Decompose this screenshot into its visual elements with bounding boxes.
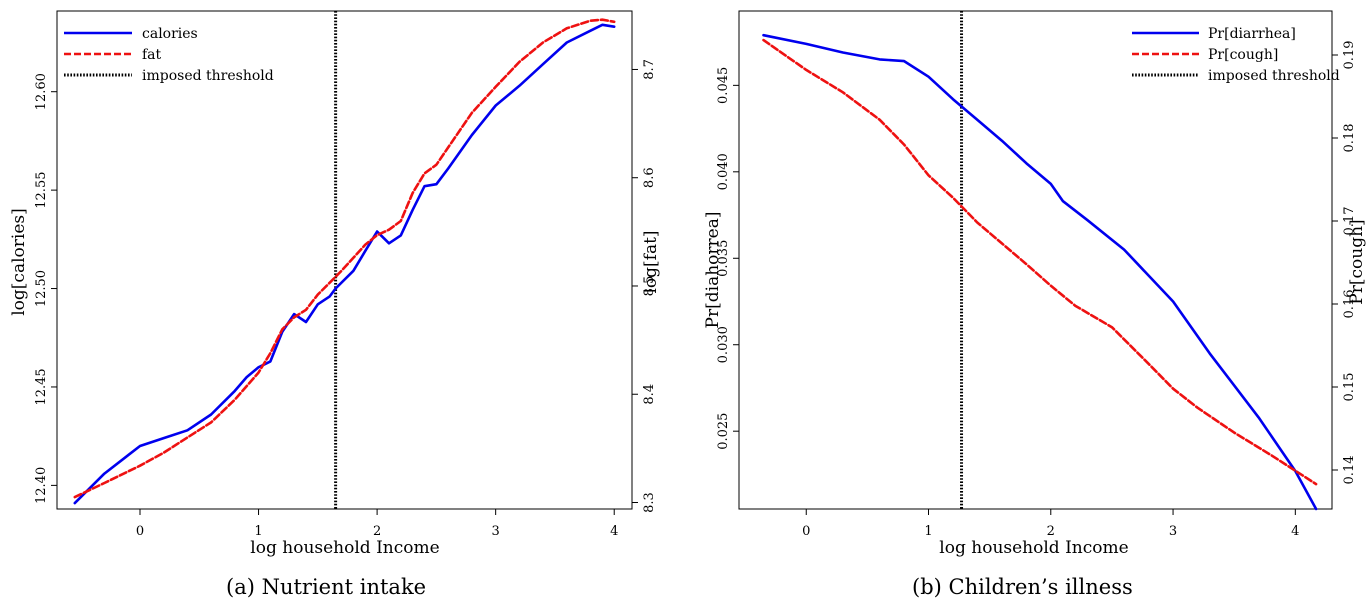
y-tick-label: 0.040: [716, 153, 731, 190]
x-tick-label: 1: [924, 524, 932, 539]
y2-tick-label: 8.5: [642, 276, 657, 297]
y-tick-label: 12.60: [34, 73, 49, 110]
panel-b-childrens-illness: 0 1 2 3 4 0.025 0.030 0.035 0.040 0.045 0.14 0.15…: [703, 10, 1367, 558]
legend-threshold-label: imposed threshold: [142, 68, 274, 84]
y2-tick-label: 8.3: [642, 492, 657, 513]
caption-childrens-illness: (b) Children’s illness: [912, 575, 1133, 599]
y2-tick-label: 0.14: [1342, 456, 1357, 485]
panel-b-y2-axis-label: Pr[cough]: [1347, 219, 1367, 304]
caption-nutrient-intake: (a) Nutrient intake: [226, 575, 427, 599]
series-line-prcough: [762, 38, 1318, 486]
legend-cough-label: Pr[cough]: [1208, 47, 1278, 63]
y2-tick-label: 0.15: [1342, 373, 1357, 402]
x-tick-label: 2: [373, 524, 381, 539]
panel-a-plot-frame: [56, 10, 633, 510]
legend-fat-label: fat: [142, 47, 162, 63]
panel-a-left-y-axis: 12.40 12.45 12.50 12.55 12.60: [34, 73, 57, 504]
y-tick-label: 12.50: [34, 270, 49, 307]
y2-tick-label: 0.19: [1342, 41, 1357, 70]
y-tick-label: 12.55: [34, 172, 49, 209]
series-line-fat: [73, 18, 616, 499]
y-tick-label: 0.030: [716, 326, 731, 363]
x-tick-label: 4: [610, 524, 618, 539]
y2-tick-label: 0.16: [1342, 290, 1357, 319]
legend-calories-label: calories: [142, 26, 198, 42]
panel-b-y-axis-label: Pr[diahorrea]: [703, 212, 723, 329]
legend-diarrhea-label: Pr[diarrhea]: [1208, 26, 1296, 42]
panel-b-series: [762, 33, 1318, 511]
panel-a-x-axis: 0 1 2 3 4: [136, 509, 618, 539]
y2-tick-label: 8.6: [642, 167, 657, 188]
panel-a-y-axis-label: log[calories]: [9, 208, 29, 316]
panel-a-right-y-axis: 8.3 8.4 8.5 8.6 8.7: [632, 59, 657, 513]
y-tick-label: 0.045: [716, 67, 731, 104]
x-tick-label: 4: [1291, 524, 1299, 539]
y-tick-label: 0.025: [716, 413, 731, 450]
series-line-calories: [73, 23, 616, 505]
series-line-prdiarrhea: [762, 33, 1318, 511]
y-tick-label: 0.035: [716, 240, 731, 277]
panel-b-left-y-axis: 0.025 0.030 0.035 0.040 0.045: [716, 67, 739, 450]
x-tick-label: 0: [802, 524, 810, 539]
panel-b-right-y-axis: 0.14 0.15 0.16 0.17 0.18 0.19: [1332, 41, 1357, 485]
x-tick-label: 3: [1169, 524, 1177, 539]
x-tick-label: 0: [136, 524, 144, 539]
y2-tick-label: 8.7: [642, 59, 657, 80]
y2-tick-label: 0.18: [1342, 124, 1357, 153]
panel-b-plot-frame: [738, 10, 1333, 510]
panel-a-x-axis-label: log household Income: [250, 538, 439, 558]
panel-a-y2-axis-label: log[fat]: [641, 230, 661, 293]
panel-a-legend: calories fat imposed threshold: [64, 26, 274, 84]
legend-threshold-label: imposed threshold: [1208, 68, 1340, 84]
y2-tick-label: 8.4: [642, 384, 657, 405]
x-tick-label: 1: [254, 524, 262, 539]
y-tick-label: 12.40: [34, 467, 49, 504]
panel-b-x-axis-label: log household Income: [939, 538, 1128, 558]
x-tick-label: 2: [1047, 524, 1055, 539]
y-tick-label: 12.45: [34, 368, 49, 405]
panel-b-x-axis: 0 1 2 3 4: [802, 509, 1299, 539]
x-tick-label: 3: [492, 524, 500, 539]
y2-tick-label: 0.17: [1342, 207, 1357, 236]
panel-a-series: [73, 18, 616, 505]
panel-b-legend: Pr[diarrhea] Pr[cough] imposed threshold: [1132, 26, 1340, 84]
